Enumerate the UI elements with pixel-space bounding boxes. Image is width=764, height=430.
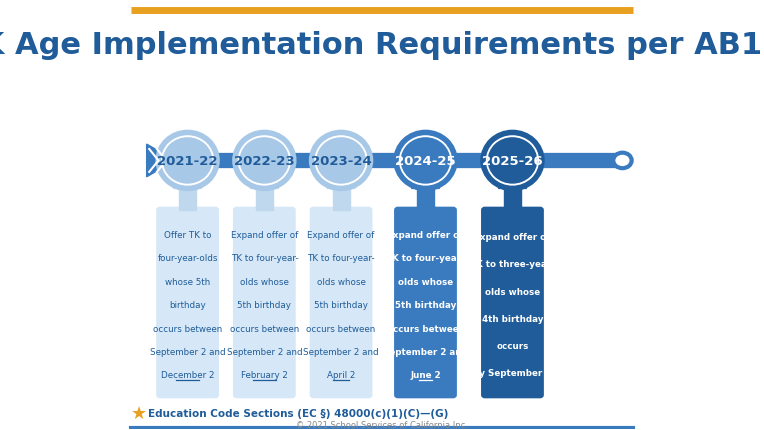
Text: September 2 and: September 2 and [303, 347, 379, 356]
Text: four-year-olds: four-year-olds [157, 254, 218, 263]
Ellipse shape [487, 138, 537, 184]
Text: olds whose: olds whose [485, 287, 540, 296]
Text: Expand offer of: Expand offer of [387, 230, 464, 240]
Polygon shape [251, 172, 278, 189]
Text: September 2 and: September 2 and [226, 347, 302, 356]
Text: April 2: April 2 [327, 370, 355, 379]
Bar [504, 189, 521, 210]
Polygon shape [498, 172, 526, 189]
Text: © 2021 School Services of California Inc.: © 2021 School Services of California Inc… [296, 420, 468, 429]
Ellipse shape [235, 133, 293, 189]
Polygon shape [412, 172, 439, 189]
Polygon shape [147, 145, 175, 178]
Text: Education Code Sections (EC §) 48000(c)(1)(C)—(G): Education Code Sections (EC §) 48000(c)(… [148, 408, 448, 418]
Ellipse shape [483, 133, 542, 189]
Text: December 2: December 2 [161, 370, 215, 379]
Text: Expand offer of: Expand offer of [231, 230, 298, 240]
Ellipse shape [240, 138, 289, 184]
Text: olds whose: olds whose [316, 277, 365, 286]
Text: olds whose: olds whose [240, 277, 289, 286]
Text: 2022-23: 2022-23 [234, 154, 295, 168]
FancyBboxPatch shape [395, 208, 456, 398]
Text: 5th birthday: 5th birthday [238, 301, 291, 310]
Text: occurs between: occurs between [230, 324, 299, 333]
FancyBboxPatch shape [482, 208, 543, 398]
Text: September 2 and: September 2 and [383, 347, 468, 356]
Text: September 2 and: September 2 and [150, 347, 225, 356]
Text: 2021-22: 2021-22 [157, 154, 218, 168]
Text: whose 5th: whose 5th [165, 277, 210, 286]
Text: TK to three-year-: TK to three-year- [470, 260, 555, 269]
Text: 2025-26: 2025-26 [482, 154, 542, 168]
Text: Offer TK to: Offer TK to [163, 230, 212, 240]
Text: 5th birthday: 5th birthday [395, 301, 456, 310]
Ellipse shape [158, 133, 217, 189]
FancyBboxPatch shape [234, 208, 295, 398]
Text: occurs between: occurs between [387, 324, 465, 333]
Text: ★: ★ [131, 404, 147, 422]
Text: TK to four-year-: TK to four-year- [231, 254, 298, 263]
Text: June 2: June 2 [410, 370, 441, 379]
Text: 4th birthday: 4th birthday [482, 314, 543, 323]
Bar [332, 189, 349, 210]
Text: February 2: February 2 [241, 370, 288, 379]
Text: occurs: occurs [497, 341, 529, 350]
Text: TK Age Implementation Requirements per AB130: TK Age Implementation Requirements per A… [0, 31, 764, 60]
Text: TK to four-year-: TK to four-year- [386, 254, 465, 263]
Polygon shape [173, 172, 202, 189]
Bar [256, 189, 273, 210]
FancyBboxPatch shape [310, 208, 372, 398]
FancyBboxPatch shape [157, 208, 219, 398]
Text: 5th birthday: 5th birthday [314, 301, 368, 310]
Bar [417, 189, 434, 210]
Text: birthday: birthday [170, 301, 206, 310]
Polygon shape [327, 172, 355, 189]
Ellipse shape [400, 138, 450, 184]
Text: 2023-24: 2023-24 [311, 154, 371, 168]
Ellipse shape [396, 133, 455, 189]
Circle shape [613, 154, 632, 169]
Text: olds whose: olds whose [398, 277, 453, 286]
Ellipse shape [312, 133, 371, 189]
Text: occurs between: occurs between [306, 324, 376, 333]
Text: 2024-25: 2024-25 [395, 154, 456, 168]
Bar [179, 189, 196, 210]
Ellipse shape [316, 138, 366, 184]
Text: occurs between: occurs between [153, 324, 222, 333]
Text: Expand offer of: Expand offer of [307, 230, 374, 240]
Ellipse shape [163, 138, 212, 184]
Text: TK to four-year-: TK to four-year- [307, 254, 375, 263]
Text: Expand offer of: Expand offer of [474, 233, 550, 241]
Text: by September 1: by September 1 [473, 369, 552, 378]
